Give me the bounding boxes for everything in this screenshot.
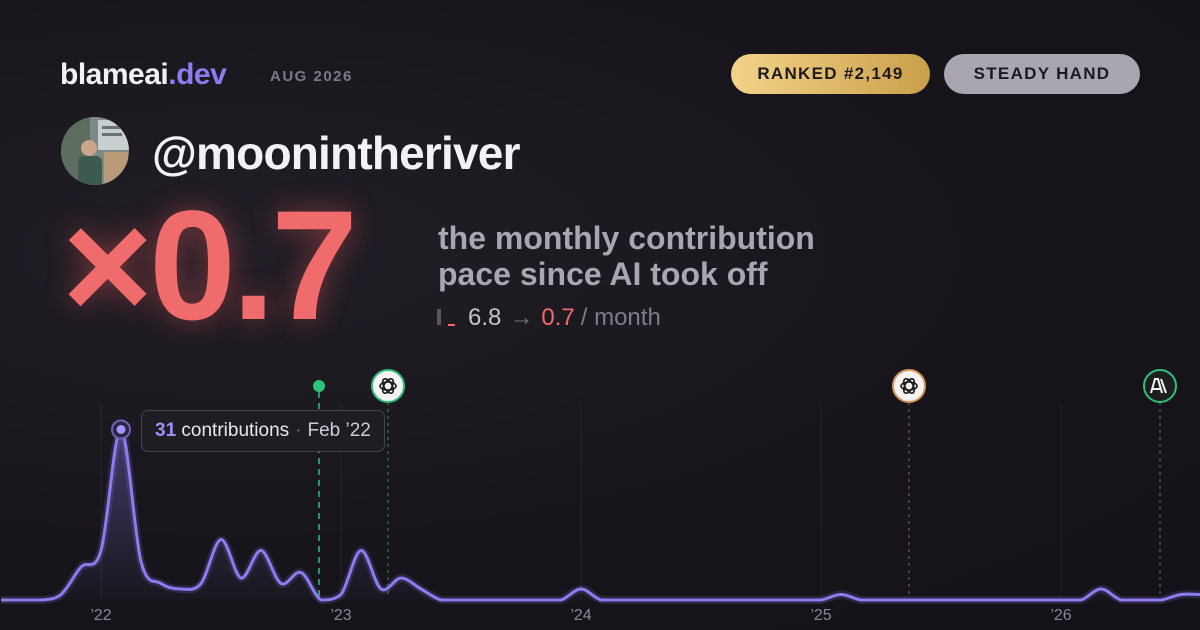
- line-glow: [0, 425, 1200, 605]
- multiplier: ×0.7: [62, 179, 358, 353]
- brand-name: blameai: [60, 58, 169, 91]
- avatar: [61, 117, 129, 185]
- anthropic-icon: [1143, 369, 1177, 403]
- description-line: the monthly contribution: [438, 220, 815, 256]
- before-value: 6.8: [468, 304, 502, 331]
- rank-badge: RANKED #2,149: [731, 54, 930, 94]
- tooltip: 31 contributions · Feb ’22: [141, 410, 385, 452]
- openai-icon: [371, 369, 405, 403]
- x-tick-label: ’25: [810, 607, 831, 624]
- highlight-point: [116, 425, 126, 434]
- username: @moonintheriver: [152, 127, 520, 179]
- event-dot: [313, 380, 325, 392]
- report-date: AUG 2026: [270, 68, 353, 85]
- separator: ·: [295, 420, 302, 441]
- tooltip-value: 31: [155, 420, 177, 441]
- stats: 6.8 → 0.7/ month: [468, 304, 661, 332]
- x-tick-label: ’26: [1050, 607, 1071, 624]
- x-tick-label: ’22: [90, 607, 111, 624]
- title-badge: STEADY HAND: [944, 54, 1140, 94]
- x-tick-label: ’23: [330, 607, 351, 624]
- description-line: pace since AI took off: [438, 256, 768, 292]
- brand: blameai.dev: [60, 58, 227, 92]
- brand-tld: .dev: [168, 58, 227, 91]
- tooltip-unit: contributions: [181, 420, 290, 441]
- tooltip-date: Feb ’22: [307, 420, 371, 441]
- area: [1, 429, 1200, 601]
- x-tick-label: ’24: [570, 607, 591, 624]
- plot: ’22 ’23 ’24 ’25 ’26: [0, 402, 1200, 624]
- line: [0, 427, 1200, 602]
- openai-icon: [892, 369, 926, 403]
- unit: / month: [580, 304, 661, 331]
- after-value: 0.7: [541, 304, 575, 331]
- description: the monthly contribution pace since AI t…: [438, 220, 815, 292]
- arrow: →: [509, 304, 534, 331]
